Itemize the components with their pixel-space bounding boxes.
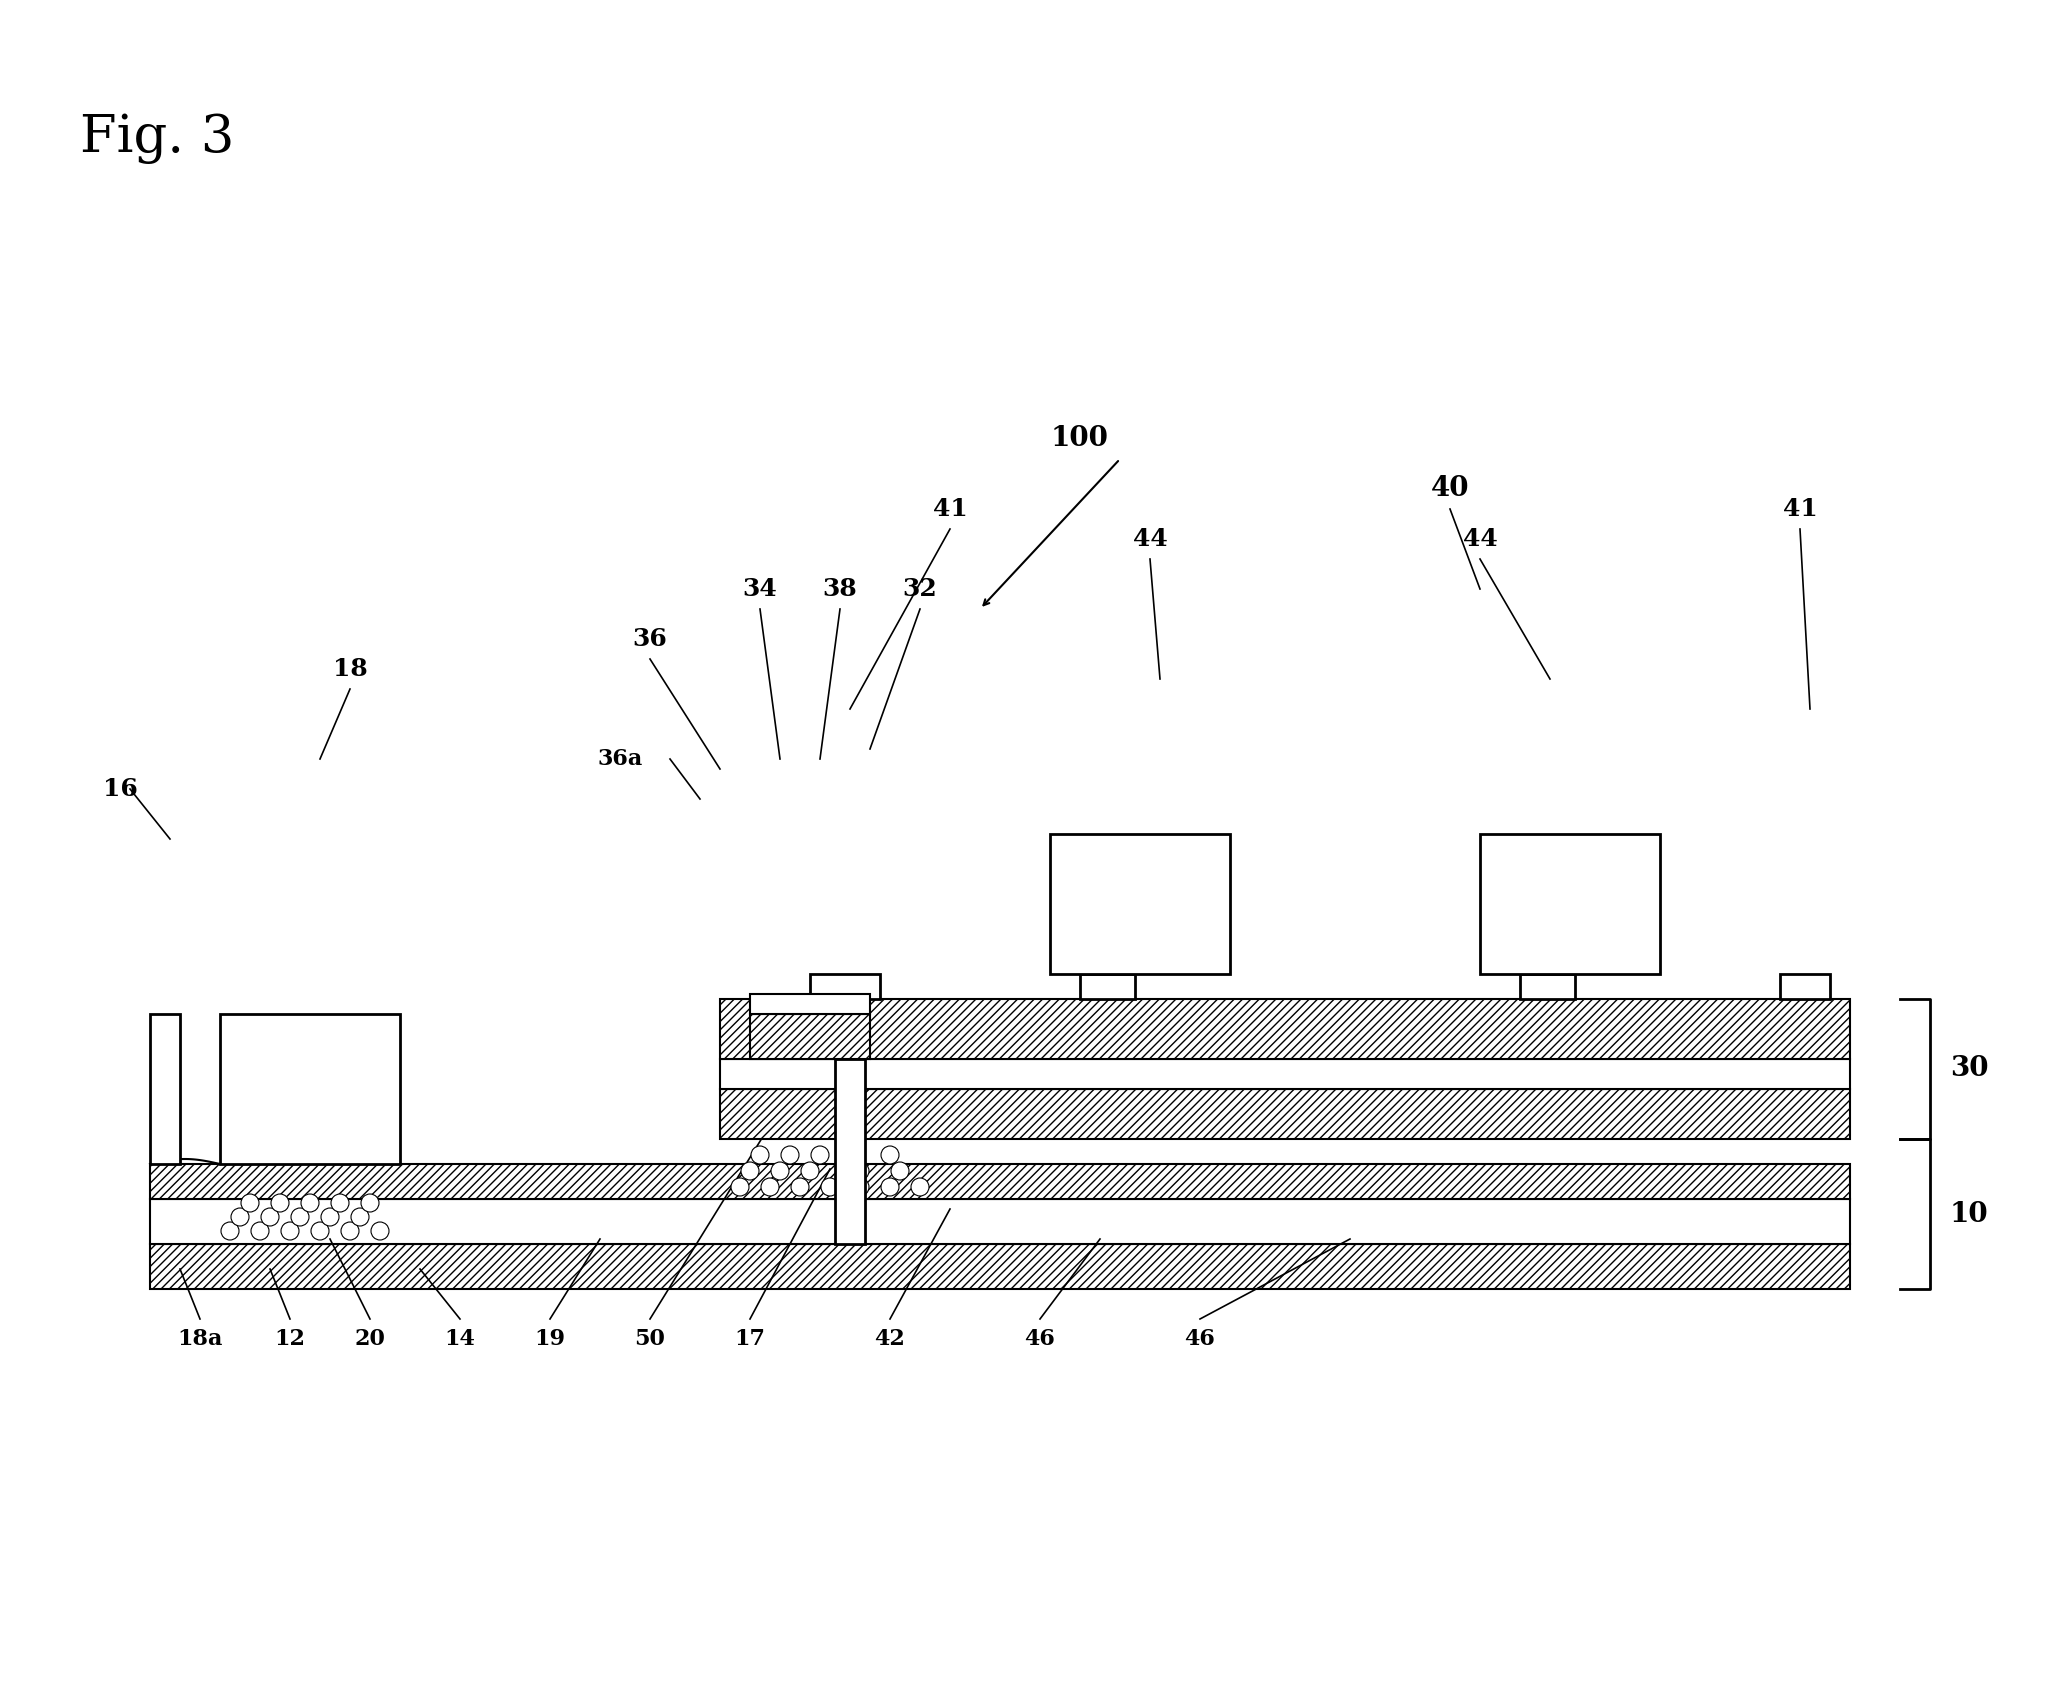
Bar (721, 1089, 1850, 1138)
Text: 50: 50 (634, 1328, 665, 1350)
Circle shape (332, 1194, 348, 1213)
Circle shape (812, 1147, 828, 1164)
Circle shape (231, 1208, 249, 1226)
Circle shape (882, 1177, 898, 1196)
Bar (150, 1164, 1850, 1199)
Bar (834, 1059, 865, 1245)
Circle shape (360, 1194, 379, 1213)
Text: 46: 46 (1184, 1328, 1215, 1350)
Bar (1051, 834, 1230, 975)
Bar (1479, 834, 1660, 975)
Bar (721, 1059, 1850, 1089)
Circle shape (311, 1223, 330, 1240)
Text: 42: 42 (876, 1328, 906, 1350)
Text: 17: 17 (735, 1328, 766, 1350)
Text: 36: 36 (632, 627, 667, 650)
Bar (1079, 975, 1135, 998)
Text: 19: 19 (534, 1328, 566, 1350)
Text: 34: 34 (742, 578, 777, 601)
Bar (750, 995, 869, 1013)
Bar (220, 1013, 400, 1164)
Circle shape (742, 1162, 758, 1181)
Circle shape (851, 1162, 869, 1181)
Text: 18a: 18a (177, 1328, 222, 1350)
Text: 36a: 36a (597, 748, 643, 770)
Circle shape (822, 1177, 838, 1196)
Bar (150, 1245, 1850, 1289)
Text: 41: 41 (1782, 497, 1817, 520)
Circle shape (801, 1162, 820, 1181)
Circle shape (290, 1208, 309, 1226)
Circle shape (301, 1194, 319, 1213)
Bar (810, 975, 880, 998)
Circle shape (760, 1177, 779, 1196)
Circle shape (731, 1177, 750, 1196)
Circle shape (280, 1223, 299, 1240)
Bar (150, 1199, 1850, 1245)
Circle shape (892, 1162, 908, 1181)
Circle shape (241, 1194, 260, 1213)
Bar (721, 998, 1850, 1059)
Circle shape (350, 1208, 369, 1226)
Text: 38: 38 (822, 578, 857, 601)
Circle shape (220, 1223, 239, 1240)
Bar (1780, 975, 1829, 998)
Circle shape (851, 1177, 869, 1196)
Text: 44: 44 (1133, 527, 1168, 551)
Text: 40: 40 (1432, 476, 1469, 503)
Text: 18: 18 (332, 657, 367, 681)
Circle shape (272, 1194, 288, 1213)
Text: 32: 32 (902, 578, 937, 601)
Bar (750, 1013, 869, 1059)
Text: 14: 14 (445, 1328, 476, 1350)
Text: 30: 30 (1951, 1056, 1988, 1083)
Text: 100: 100 (1051, 426, 1108, 453)
Text: 44: 44 (1463, 527, 1498, 551)
Circle shape (342, 1223, 358, 1240)
Circle shape (752, 1147, 768, 1164)
Circle shape (911, 1177, 929, 1196)
Text: 16: 16 (103, 777, 138, 801)
Circle shape (321, 1208, 340, 1226)
Text: 20: 20 (354, 1328, 385, 1350)
Circle shape (770, 1162, 789, 1181)
Circle shape (791, 1177, 810, 1196)
Text: 46: 46 (1024, 1328, 1055, 1350)
Text: Fig. 3: Fig. 3 (80, 113, 235, 164)
Circle shape (781, 1147, 799, 1164)
Bar (1520, 975, 1576, 998)
Circle shape (882, 1147, 898, 1164)
Text: 10: 10 (1951, 1201, 1988, 1228)
Bar (150, 1013, 179, 1164)
Circle shape (371, 1223, 389, 1240)
Circle shape (251, 1223, 270, 1240)
Text: 41: 41 (933, 497, 968, 520)
Circle shape (262, 1208, 278, 1226)
Text: 12: 12 (274, 1328, 305, 1350)
